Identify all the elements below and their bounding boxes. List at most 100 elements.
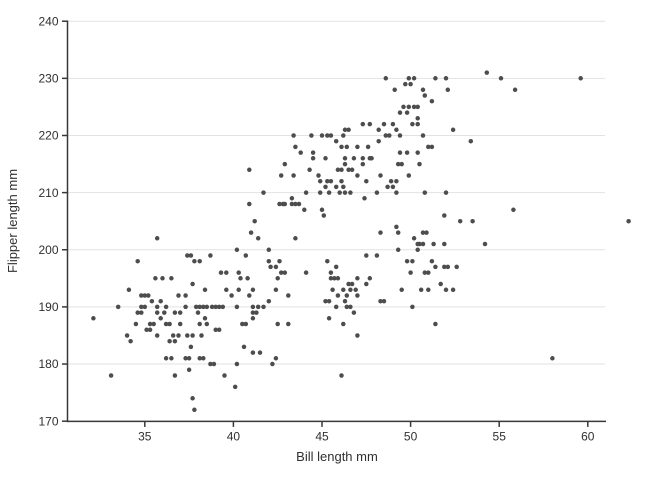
data-point bbox=[188, 253, 194, 258]
data-point bbox=[186, 367, 192, 373]
data-point bbox=[234, 247, 240, 253]
data-point bbox=[376, 138, 381, 144]
data-point bbox=[355, 173, 360, 178]
data-point bbox=[332, 276, 337, 281]
data-point bbox=[394, 190, 399, 195]
data-point bbox=[328, 270, 334, 275]
data-point bbox=[390, 184, 396, 190]
data-point bbox=[341, 133, 346, 138]
data-point bbox=[236, 270, 241, 275]
data-point bbox=[316, 173, 321, 178]
data-point bbox=[511, 207, 516, 213]
data-point bbox=[344, 293, 350, 298]
data-point bbox=[394, 224, 399, 230]
data-point bbox=[183, 304, 188, 310]
data-point bbox=[335, 293, 341, 298]
data-point bbox=[247, 167, 252, 173]
data-point bbox=[394, 127, 399, 133]
data-point bbox=[342, 127, 348, 133]
data-point bbox=[216, 327, 222, 333]
data-point bbox=[420, 87, 426, 93]
data-point bbox=[410, 121, 415, 127]
data-point bbox=[395, 247, 401, 253]
data-point bbox=[339, 167, 344, 173]
data-point bbox=[365, 144, 371, 150]
data-point bbox=[344, 144, 350, 150]
data-point bbox=[169, 356, 174, 361]
data-point bbox=[167, 338, 172, 344]
data-point bbox=[254, 310, 259, 315]
data-point bbox=[255, 236, 261, 241]
data-point bbox=[406, 104, 412, 110]
data-point bbox=[429, 258, 435, 264]
data-point bbox=[404, 258, 410, 264]
data-point bbox=[185, 253, 190, 258]
data-point bbox=[369, 156, 374, 161]
data-point bbox=[154, 304, 160, 310]
data-point bbox=[578, 76, 583, 81]
data-point bbox=[326, 190, 332, 195]
data-point bbox=[298, 150, 303, 155]
data-point bbox=[395, 161, 401, 167]
data-point bbox=[268, 264, 273, 270]
data-point bbox=[296, 201, 302, 207]
data-point bbox=[142, 293, 148, 298]
data-point bbox=[273, 287, 279, 293]
data-point bbox=[321, 213, 327, 218]
data-point bbox=[183, 293, 188, 298]
data-point bbox=[224, 287, 229, 293]
data-point bbox=[192, 258, 197, 264]
y-tick-label: 210 bbox=[38, 186, 58, 200]
data-point bbox=[185, 333, 190, 338]
data-point bbox=[450, 127, 456, 133]
data-point bbox=[302, 207, 307, 213]
data-point bbox=[328, 276, 334, 281]
data-point bbox=[273, 356, 279, 361]
data-point bbox=[417, 161, 422, 167]
data-point bbox=[310, 156, 316, 161]
data-point bbox=[266, 247, 272, 253]
data-point bbox=[197, 258, 202, 264]
data-point bbox=[266, 258, 272, 264]
data-point bbox=[277, 258, 282, 264]
data-point bbox=[186, 356, 192, 361]
data-point bbox=[252, 218, 257, 224]
data-point bbox=[286, 293, 291, 298]
data-point bbox=[355, 144, 360, 150]
data-point bbox=[364, 253, 369, 258]
data-point bbox=[209, 304, 215, 310]
data-point bbox=[170, 333, 176, 338]
data-point bbox=[339, 373, 344, 378]
x-tick-label: 40 bbox=[227, 429, 241, 443]
data-point bbox=[325, 258, 330, 264]
data-point bbox=[243, 321, 249, 327]
data-point bbox=[250, 287, 256, 293]
data-point bbox=[275, 276, 280, 281]
data-point bbox=[349, 167, 355, 173]
data-point bbox=[326, 298, 332, 304]
data-point bbox=[108, 373, 114, 378]
data-point bbox=[422, 190, 428, 195]
data-point bbox=[204, 304, 210, 310]
data-point bbox=[208, 253, 213, 258]
data-point bbox=[291, 133, 296, 138]
data-point bbox=[176, 333, 181, 338]
data-point bbox=[426, 144, 431, 150]
data-point bbox=[438, 281, 443, 287]
data-point bbox=[183, 356, 188, 361]
data-point bbox=[388, 178, 394, 184]
data-point bbox=[144, 327, 149, 333]
data-point bbox=[277, 201, 282, 207]
data-point bbox=[411, 236, 417, 241]
data-point bbox=[362, 196, 367, 201]
data-point bbox=[303, 270, 309, 275]
data-point bbox=[442, 241, 447, 247]
data-point bbox=[291, 173, 296, 178]
data-point bbox=[153, 276, 158, 281]
data-point bbox=[202, 316, 208, 321]
data-point bbox=[626, 218, 631, 224]
data-point bbox=[211, 361, 217, 367]
data-point bbox=[367, 121, 373, 127]
data-point bbox=[154, 236, 160, 241]
